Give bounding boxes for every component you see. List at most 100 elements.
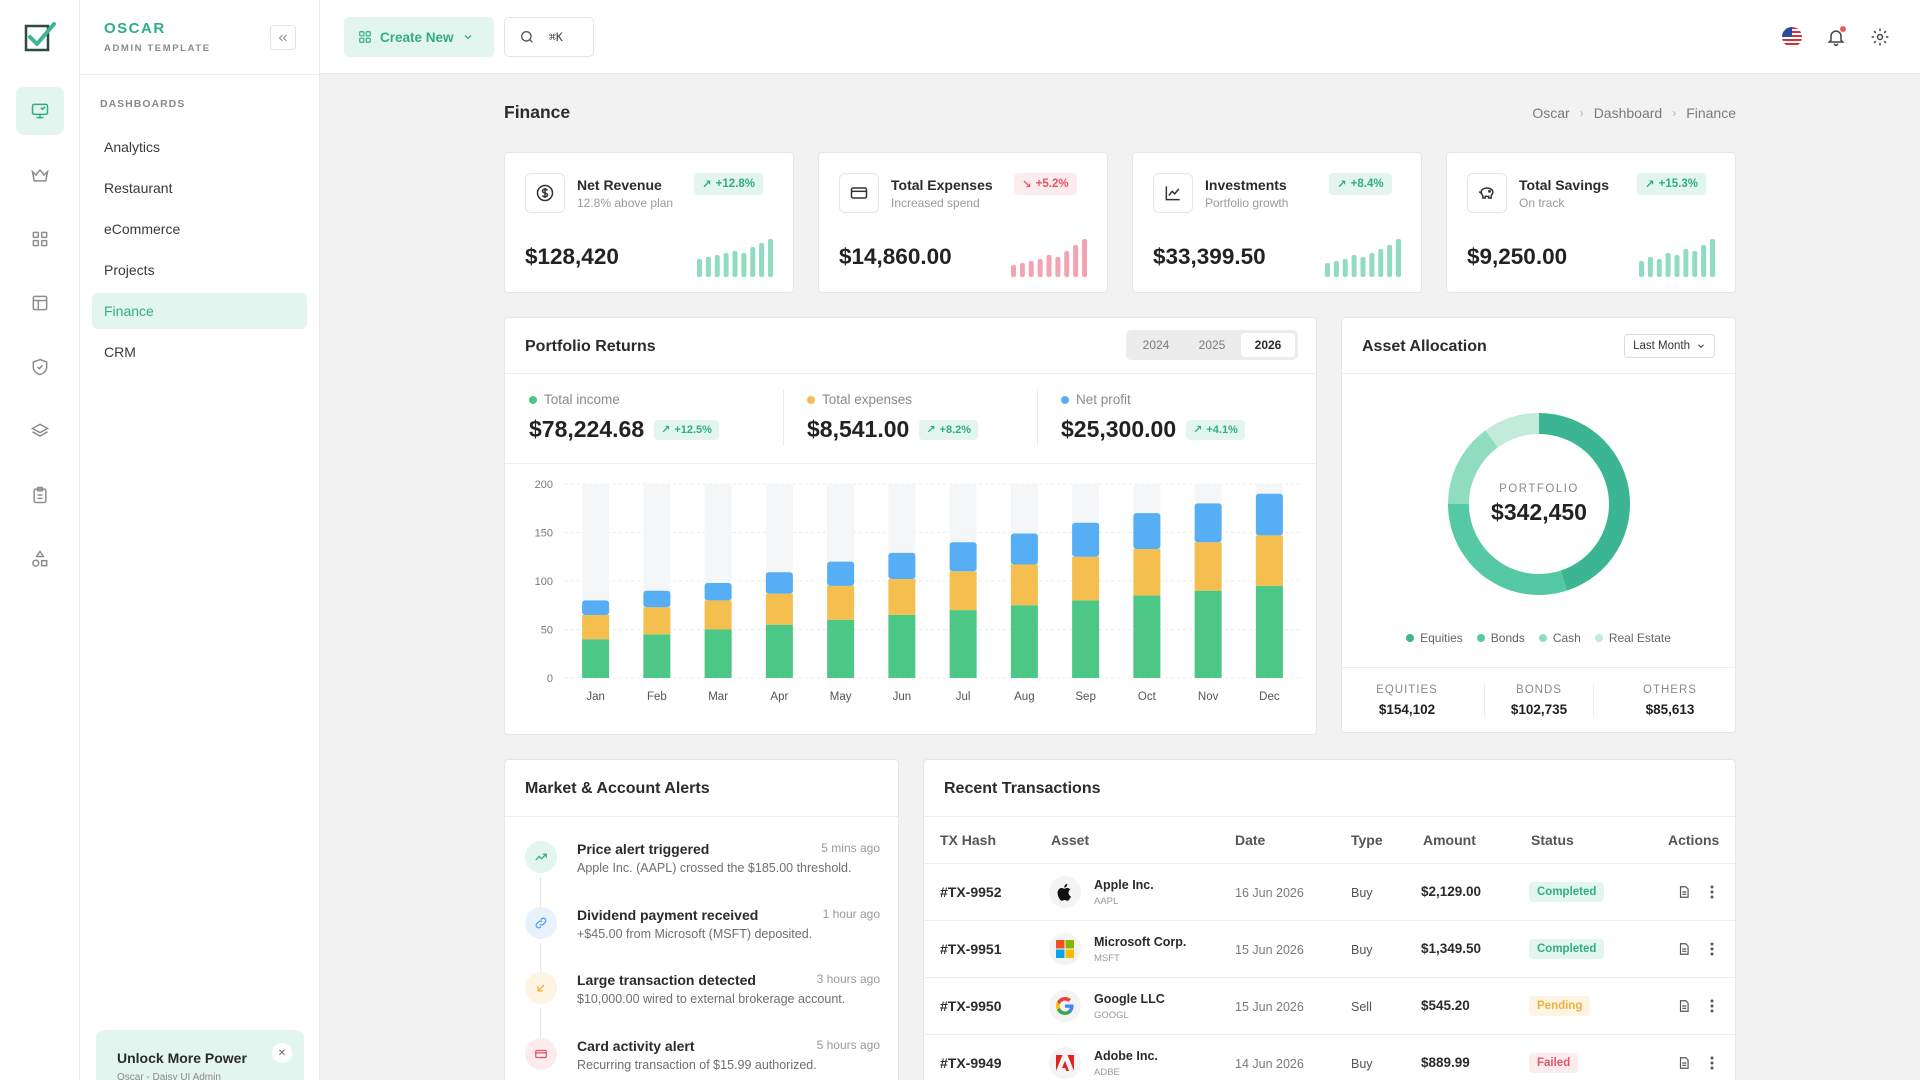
bar-segment[interactable] xyxy=(643,634,671,678)
table-row[interactable]: #TX-9952 Apple Inc. AAPL 16 Jun 2026 Buy… xyxy=(924,863,1735,920)
chevron-right-icon: › xyxy=(1672,106,1677,120)
tab-year-2026[interactable]: 2026 xyxy=(1241,333,1295,357)
donut-center-value: $342,450 xyxy=(1491,498,1587,525)
kpi-change-badge: ↘ +5.2% xyxy=(1014,173,1077,195)
create-new-button[interactable]: Create New xyxy=(344,17,494,57)
card-divider xyxy=(505,463,1316,464)
table-row[interactable]: #TX-9950 Google LLC GOOGL 15 Jun 2026 Se… xyxy=(924,977,1735,1034)
bar-segment[interactable] xyxy=(582,639,610,678)
breadcrumb: Oscar › Dashboard › Finance xyxy=(1532,105,1736,121)
kpi-sparkline xyxy=(1325,239,1401,277)
column-header-tx-hash[interactable]: TX Hash xyxy=(940,832,997,848)
donut-segment[interactable] xyxy=(1539,413,1630,591)
shield-check-icon[interactable] xyxy=(16,343,64,391)
bar-segment[interactable] xyxy=(1010,564,1038,606)
bar-segment[interactable] xyxy=(949,610,977,678)
document-icon[interactable] xyxy=(1675,882,1693,902)
tab-year-2025[interactable]: 2025 xyxy=(1198,338,1226,352)
gear-icon[interactable] xyxy=(1868,25,1892,49)
timeline-line xyxy=(540,1008,541,1038)
bar-segment[interactable] xyxy=(1255,585,1283,678)
sparkline-bar xyxy=(1647,257,1653,277)
donut-segment[interactable] xyxy=(1485,413,1539,448)
bar-segment[interactable] xyxy=(704,600,732,630)
sidebar-item-label: Restaurant xyxy=(104,180,173,196)
more-vertical-icon[interactable] xyxy=(1703,1053,1721,1073)
sidebar-item-ecommerce[interactable]: eCommerce xyxy=(92,211,307,247)
bar-segment[interactable] xyxy=(1194,542,1222,591)
bar-segment[interactable] xyxy=(704,629,732,679)
bar-segment[interactable] xyxy=(1194,503,1222,543)
column-header-status[interactable]: Status xyxy=(1531,832,1574,848)
document-icon[interactable] xyxy=(1675,939,1693,959)
layout-icon[interactable] xyxy=(16,279,64,327)
monitor-icon[interactable] xyxy=(16,87,64,135)
bar-segment[interactable] xyxy=(888,552,916,580)
sparkline-bar xyxy=(723,253,729,277)
bar-segment[interactable] xyxy=(1133,595,1161,678)
sidebar-item-crm[interactable]: CRM xyxy=(92,334,307,370)
breadcrumb-oscar[interactable]: Oscar xyxy=(1532,105,1570,121)
tab-year-2024[interactable]: 2024 xyxy=(1142,338,1170,352)
sidebar-item-finance[interactable]: Finance xyxy=(92,293,307,329)
bar-segment[interactable] xyxy=(704,582,732,601)
column-header-asset[interactable]: Asset xyxy=(1051,832,1090,848)
bar-segment[interactable] xyxy=(1194,590,1222,678)
bar-segment[interactable] xyxy=(1072,600,1100,678)
search-button[interactable]: ⌘K xyxy=(504,17,594,57)
sidebar-item-restaurant[interactable]: Restaurant xyxy=(92,170,307,206)
card-divider xyxy=(505,373,1316,374)
sidebar-item-analytics[interactable]: Analytics xyxy=(92,129,307,165)
collapse-sidebar-button[interactable] xyxy=(270,25,296,50)
bar-segment[interactable] xyxy=(949,542,977,572)
more-vertical-icon[interactable] xyxy=(1703,996,1721,1016)
bar-segment[interactable] xyxy=(765,624,793,678)
app-logo[interactable] xyxy=(20,17,60,57)
bar-segment[interactable] xyxy=(765,593,793,625)
bar-segment[interactable] xyxy=(1072,522,1100,557)
crown-icon[interactable] xyxy=(16,151,64,199)
bar-segment[interactable] xyxy=(1133,513,1161,549)
bar-segment[interactable] xyxy=(827,561,855,586)
bar-segment[interactable] xyxy=(582,600,610,615)
donut-segment[interactable] xyxy=(1448,504,1568,595)
bar-segment[interactable] xyxy=(643,590,671,608)
bar-segment[interactable] xyxy=(582,614,610,640)
bar-segment[interactable] xyxy=(1255,493,1283,536)
bar-segment[interactable] xyxy=(827,585,855,620)
more-vertical-icon[interactable] xyxy=(1703,939,1721,959)
bar-segment[interactable] xyxy=(643,607,671,635)
table-row[interactable]: #TX-9949 Adobe Inc. ADBE 14 Jun 2026 Buy… xyxy=(924,1034,1735,1080)
bar-segment[interactable] xyxy=(765,572,793,594)
bar-segment[interactable] xyxy=(888,579,916,615)
kpi-value: $14,860.00 xyxy=(839,244,952,269)
table-row[interactable]: #TX-9951 Microsoft Corp. MSFT 15 Jun 202… xyxy=(924,920,1735,977)
bar-segment[interactable] xyxy=(1010,605,1038,678)
stat-change-badge: ↗ +12.5% xyxy=(654,419,719,440)
bar-segment[interactable] xyxy=(827,619,855,678)
bar-segment[interactable] xyxy=(949,571,977,611)
bell-icon[interactable] xyxy=(1824,25,1848,49)
clipboard-icon[interactable] xyxy=(16,471,64,519)
promo-close-button[interactable]: ✕ xyxy=(272,1043,292,1063)
grid-icon[interactable] xyxy=(16,215,64,263)
bar-segment[interactable] xyxy=(1010,533,1038,565)
donut-segment[interactable] xyxy=(1448,430,1498,504)
column-header-type[interactable]: Type xyxy=(1351,832,1383,848)
column-header-date[interactable]: Date xyxy=(1235,832,1266,848)
bar-segment[interactable] xyxy=(1133,548,1161,596)
breadcrumb-dashboard[interactable]: Dashboard xyxy=(1593,105,1663,121)
column-header-amount[interactable]: Amount xyxy=(1423,832,1476,848)
bar-segment[interactable] xyxy=(888,614,916,678)
document-icon[interactable] xyxy=(1675,1053,1693,1073)
more-vertical-icon[interactable] xyxy=(1703,882,1721,902)
document-icon[interactable] xyxy=(1675,996,1693,1016)
status-badge: Completed xyxy=(1529,882,1605,902)
layers-icon[interactable] xyxy=(16,407,64,455)
sidebar-item-projects[interactable]: Projects xyxy=(92,252,307,288)
bar-segment[interactable] xyxy=(1255,535,1283,586)
language-flag-icon[interactable] xyxy=(1780,25,1804,49)
bar-segment[interactable] xyxy=(1072,556,1100,601)
period-dropdown[interactable]: Last Month xyxy=(1624,334,1715,358)
shapes-icon[interactable] xyxy=(16,535,64,583)
